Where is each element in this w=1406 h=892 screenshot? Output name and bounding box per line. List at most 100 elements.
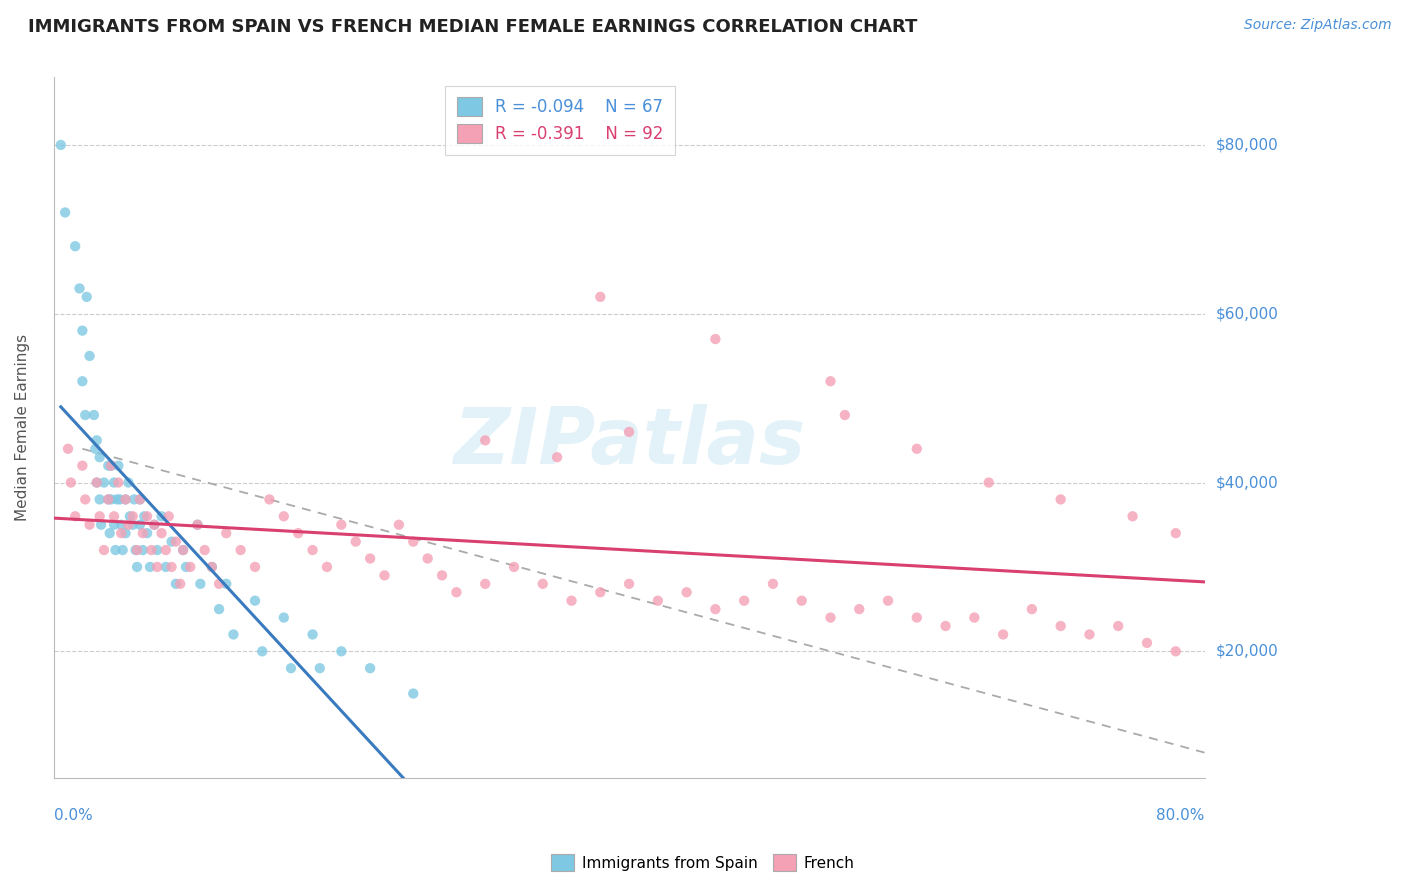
Point: [97, 458, 120, 473]
Point: [165, 534, 187, 549]
Point: [121, 517, 143, 532]
Point: [111, 543, 134, 558]
Text: 0.0%: 0.0%: [53, 808, 93, 823]
Point: [125, 543, 148, 558]
Point: [388, 517, 411, 532]
Point: [1164, 526, 1187, 541]
Point: [155, 543, 177, 558]
Point: [72, 458, 94, 473]
Point: [373, 568, 395, 582]
Y-axis label: Median Female Earnings: Median Female Earnings: [15, 334, 30, 521]
Point: [179, 560, 201, 574]
Point: [143, 517, 166, 532]
Point: [589, 290, 612, 304]
Point: [56, 442, 79, 456]
Legend: R = -0.094    N = 67, R = -0.391    N = 92: R = -0.094 N = 67, R = -0.391 N = 92: [444, 86, 675, 155]
Point: [121, 509, 143, 524]
Point: [215, 526, 238, 541]
Text: $80,000: $80,000: [1216, 137, 1278, 153]
Point: [103, 509, 125, 524]
Point: [157, 509, 180, 524]
Point: [86, 475, 108, 490]
Point: [905, 610, 928, 624]
Point: [704, 602, 727, 616]
Point: [79, 517, 101, 532]
Point: [1049, 619, 1071, 633]
Point: [1136, 636, 1159, 650]
Point: [330, 517, 353, 532]
Legend: Immigrants from Spain, French: Immigrants from Spain, French: [546, 848, 860, 877]
Point: [93, 543, 115, 558]
Point: [273, 509, 295, 524]
Point: [416, 551, 439, 566]
Point: [49, 138, 72, 153]
Text: Source: ZipAtlas.com: Source: ZipAtlas.com: [1244, 18, 1392, 32]
Point: [63, 239, 86, 253]
Point: [136, 526, 159, 541]
Point: [503, 560, 526, 574]
Point: [446, 585, 468, 599]
Point: [531, 577, 554, 591]
Point: [75, 408, 97, 422]
Point: [146, 543, 169, 558]
Point: [344, 534, 367, 549]
Point: [820, 610, 842, 624]
Point: [134, 509, 156, 524]
Point: [834, 408, 856, 422]
Point: [280, 661, 302, 675]
Point: [160, 534, 183, 549]
Point: [100, 492, 122, 507]
Point: [110, 517, 132, 532]
Point: [733, 593, 755, 607]
Point: [75, 492, 97, 507]
Point: [243, 593, 266, 607]
Point: [250, 644, 273, 658]
Point: [790, 593, 813, 607]
Point: [991, 627, 1014, 641]
Point: [169, 577, 191, 591]
Point: [259, 492, 281, 507]
Point: [215, 577, 238, 591]
Point: [273, 610, 295, 624]
Point: [704, 332, 727, 346]
Point: [114, 492, 136, 507]
Point: [877, 593, 900, 607]
Point: [110, 526, 132, 541]
Point: [103, 475, 125, 490]
Point: [129, 517, 152, 532]
Point: [474, 577, 496, 591]
Point: [617, 577, 640, 591]
Point: [89, 509, 111, 524]
Point: [194, 543, 217, 558]
Point: [589, 585, 612, 599]
Text: ZIPatlas: ZIPatlas: [453, 404, 806, 480]
Point: [963, 610, 986, 624]
Point: [430, 568, 453, 582]
Point: [114, 526, 136, 541]
Point: [172, 543, 194, 558]
Point: [107, 475, 129, 490]
Point: [97, 492, 120, 507]
Point: [79, 349, 101, 363]
Point: [208, 577, 231, 591]
Point: [301, 627, 323, 641]
Point: [174, 560, 197, 574]
Point: [186, 517, 208, 532]
Point: [208, 602, 231, 616]
Text: $20,000: $20,000: [1216, 644, 1278, 659]
Point: [316, 560, 339, 574]
Text: IMMIGRANTS FROM SPAIN VS FRENCH MEDIAN FEMALE EARNINGS CORRELATION CHART: IMMIGRANTS FROM SPAIN VS FRENCH MEDIAN F…: [28, 18, 918, 36]
Point: [201, 560, 224, 574]
Point: [53, 205, 76, 219]
Point: [84, 442, 107, 456]
Point: [108, 492, 131, 507]
Point: [103, 517, 125, 532]
Point: [820, 374, 842, 388]
Point: [72, 324, 94, 338]
Point: [474, 434, 496, 448]
Point: [141, 543, 163, 558]
Point: [1049, 492, 1071, 507]
Point: [69, 281, 91, 295]
Point: [150, 509, 173, 524]
Point: [98, 526, 121, 541]
